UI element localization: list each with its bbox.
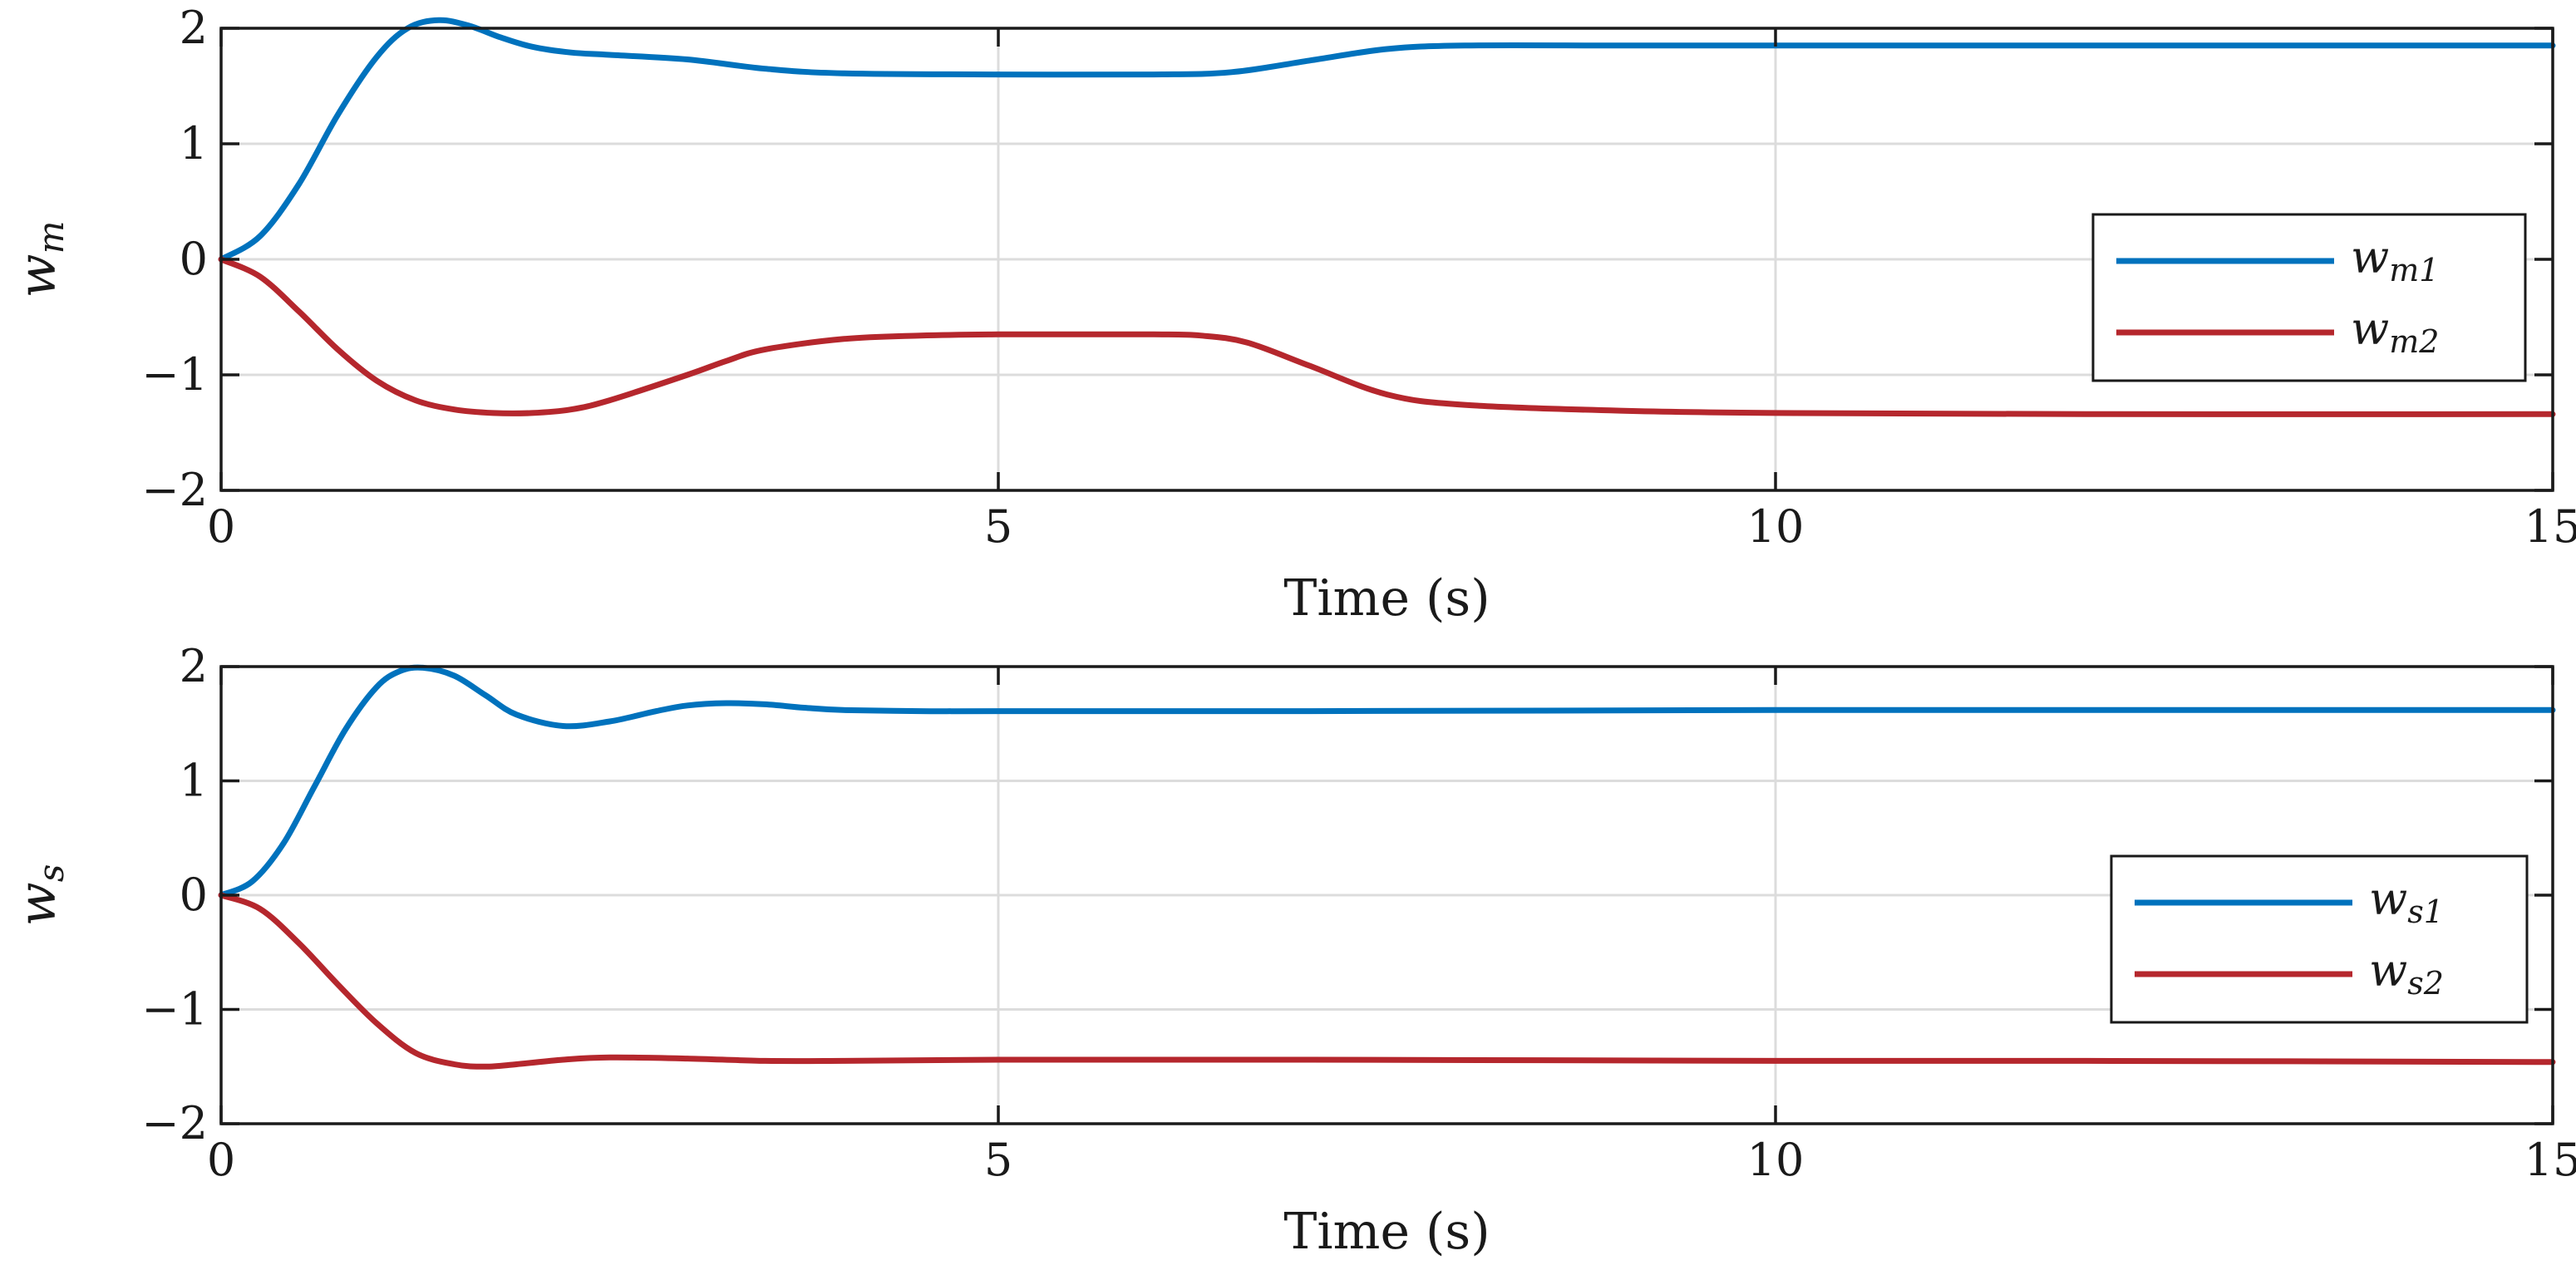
legend-label-sub: m2 [2389,323,2439,360]
series-line-2 [218,256,2556,417]
legend-label-main: w [2369,873,2407,925]
y-tick-label: −2 [141,464,208,516]
series-line-2 [218,892,2556,1070]
y-tick-label: −1 [141,348,208,401]
y-tick-label: −2 [141,1097,208,1149]
x-tick-labels: 0 5 10 15 [207,1134,2576,1186]
legend-label-series-1: wm1 [2351,231,2439,288]
y-axis-label: wm [7,221,71,298]
y-tick-label: 2 [180,640,208,692]
legend: ws1 ws2 [2110,854,2529,1024]
x-axis-label: Time (s) [1283,569,1490,628]
x-tick-label: 10 [1747,1134,1805,1186]
legend-label-series-2: wm2 [2351,303,2439,360]
y-tick-label: −1 [141,983,208,1036]
x-tick-label: 5 [984,1134,1012,1186]
x-tick-label: 0 [207,1134,235,1186]
legend: wm1 wm2 [2091,213,2527,382]
y-tick-label: 1 [180,117,208,170]
series-line-1 [218,664,2556,898]
legend-label-sub: m1 [2389,252,2439,288]
legend-label-main: w [2369,944,2407,997]
y-tick-label: 2 [180,2,208,54]
legend-label-sub: s1 [2407,893,2444,930]
series-line-1 [218,17,2556,263]
x-tick-label: 0 [207,500,235,553]
y-tick-label: 0 [180,869,208,921]
y-axis-label: ws [7,864,71,927]
y-tick-label: 1 [180,755,208,807]
x-tick-label: 15 [2524,500,2576,553]
y-axis-label-sub: s [31,864,71,883]
x-tick-label: 5 [984,500,1012,553]
legend-label-series-1: ws1 [2369,873,2444,930]
x-axis-label: Time (s) [1283,1203,1490,1261]
x-tick-label: 15 [2524,1134,2576,1186]
series-lines [218,664,2556,1070]
legend-box [2110,854,2529,1024]
legend-box [2091,213,2527,382]
y-axis-label-main: w [7,254,67,298]
x-tick-labels: 0 5 10 15 [207,500,2576,553]
y-tick-label: 0 [180,233,208,285]
y-axis-label-sub: m [31,221,71,254]
legend-label-main: w [2351,231,2389,283]
y-tick-labels: −2 −1 0 1 2 [141,2,208,516]
x-tick-label: 10 [1747,500,1805,553]
legend-label-sub: s2 [2407,965,2444,1002]
tick-marks [219,27,2554,492]
series-lines [218,17,2556,417]
legend-label-main: w [2351,303,2389,355]
y-axis-label-main: w [7,882,67,926]
legend-label-series-2: ws2 [2369,944,2444,1002]
y-tick-labels: −2 −1 0 1 2 [141,640,208,1149]
tick-marks [219,665,2554,1125]
